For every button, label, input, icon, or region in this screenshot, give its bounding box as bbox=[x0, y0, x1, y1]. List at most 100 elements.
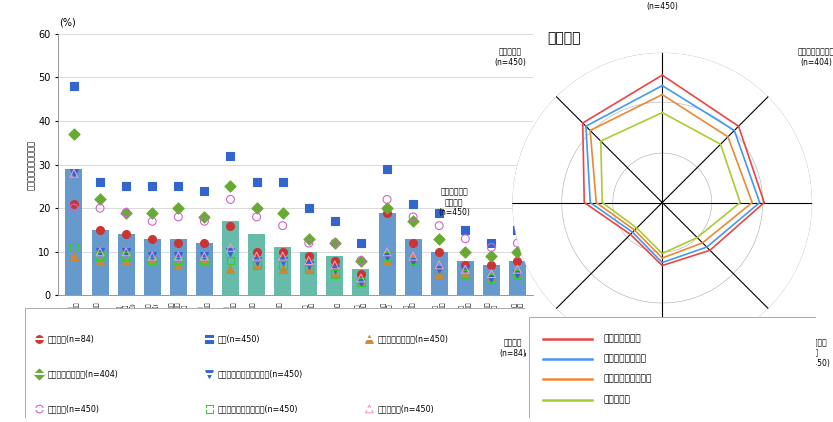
Text: 農林水産
(n=84): 農林水産 (n=84) bbox=[500, 338, 526, 358]
Point bbox=[93, 249, 107, 255]
Point bbox=[485, 262, 498, 268]
Point bbox=[302, 240, 316, 246]
Bar bbox=[509, 260, 526, 295]
Point bbox=[276, 262, 289, 268]
Point bbox=[67, 205, 81, 211]
Point bbox=[93, 196, 107, 203]
Text: 商業・卸売・小売
(n=404): 商業・卸売・小売 (n=404) bbox=[798, 47, 833, 67]
Bar bbox=[378, 213, 396, 295]
Text: 商業・卸売・小売(n=404): 商業・卸売・小売(n=404) bbox=[47, 369, 118, 379]
Point bbox=[197, 240, 211, 246]
Point bbox=[432, 270, 446, 277]
Point bbox=[354, 279, 367, 286]
Point bbox=[172, 205, 185, 211]
Point bbox=[172, 253, 185, 260]
Point bbox=[485, 275, 498, 281]
Text: 農林水産(n=84): 農林水産(n=84) bbox=[47, 334, 94, 343]
Point bbox=[172, 257, 185, 264]
Point bbox=[93, 253, 107, 260]
Point bbox=[67, 244, 81, 251]
Point bbox=[328, 262, 342, 268]
Point bbox=[381, 253, 394, 260]
Bar bbox=[196, 243, 213, 295]
Point bbox=[400, 280, 413, 287]
Point bbox=[354, 279, 367, 286]
Point bbox=[485, 253, 498, 260]
Point bbox=[381, 249, 394, 255]
Point bbox=[459, 270, 472, 277]
Point bbox=[302, 253, 316, 260]
Point bbox=[119, 249, 132, 255]
Point bbox=[93, 179, 107, 185]
Point bbox=[119, 249, 132, 255]
Point bbox=[224, 183, 237, 190]
Text: 社内業務の
ペーパーレス化: 社内業務の ペーパーレス化 bbox=[68, 302, 80, 327]
Point bbox=[197, 253, 211, 260]
Point bbox=[485, 270, 498, 277]
Point bbox=[407, 253, 420, 260]
Point bbox=[172, 240, 185, 246]
Point bbox=[459, 266, 472, 273]
Text: 金融・保険・投資・共済
(n=450): 金融・保険・投資・共済 (n=450) bbox=[636, 395, 688, 414]
Point bbox=[381, 165, 394, 172]
Bar bbox=[248, 234, 265, 295]
Point bbox=[250, 214, 263, 220]
Text: 偏差値化: 偏差値化 bbox=[547, 31, 581, 45]
Point bbox=[146, 257, 159, 264]
Bar bbox=[483, 265, 500, 295]
Point bbox=[67, 170, 81, 177]
Point bbox=[511, 266, 524, 273]
Point bbox=[197, 257, 211, 264]
Bar bbox=[66, 169, 82, 295]
Point bbox=[302, 235, 316, 242]
Text: 業務の海外への
アウトソーシング: 業務の海外への アウトソーシング bbox=[355, 302, 367, 330]
Point bbox=[93, 227, 107, 233]
Point bbox=[459, 270, 472, 277]
Text: 社外における
従業員の自己啓
発の支援: 社外における 従業員の自己啓 発の支援 bbox=[404, 302, 422, 327]
Point bbox=[276, 222, 289, 229]
Point bbox=[354, 270, 367, 277]
Text: からの
派遣: からの 派遣 bbox=[486, 302, 497, 312]
Point bbox=[67, 253, 81, 260]
Point bbox=[146, 235, 159, 242]
Text: 既存の取引関係
の見直し: 既存の取引関係 の見直し bbox=[277, 302, 289, 327]
Point bbox=[250, 262, 263, 268]
Text: 意思決定権限の
分散(権限委譲): 意思決定権限の 分散(権限委譲) bbox=[146, 302, 158, 327]
Point bbox=[67, 170, 81, 177]
Point bbox=[250, 179, 263, 185]
Point bbox=[407, 214, 420, 220]
Point bbox=[354, 257, 367, 264]
Point bbox=[302, 262, 316, 268]
Bar bbox=[274, 247, 292, 295]
Point bbox=[328, 218, 342, 225]
Bar bbox=[92, 230, 108, 295]
Point bbox=[276, 179, 289, 185]
Point bbox=[381, 205, 394, 211]
Bar bbox=[300, 252, 317, 295]
Text: 人材面の対応・投資: 人材面の対応・投資 bbox=[604, 375, 652, 384]
Text: 学校・教育(n=450): 学校・教育(n=450) bbox=[377, 405, 434, 414]
Point bbox=[407, 257, 420, 264]
Point bbox=[224, 249, 237, 255]
Point bbox=[197, 187, 211, 194]
Point bbox=[354, 279, 367, 286]
Point bbox=[67, 200, 81, 207]
Point bbox=[459, 235, 472, 242]
Point bbox=[119, 209, 132, 216]
Text: 組織の
フラット化: 組織の フラット化 bbox=[198, 302, 211, 319]
Point bbox=[485, 240, 498, 246]
Point bbox=[432, 266, 446, 273]
Point bbox=[250, 249, 263, 255]
Point bbox=[119, 183, 132, 190]
Point bbox=[354, 257, 367, 264]
Point bbox=[511, 249, 524, 255]
Point bbox=[511, 240, 524, 246]
Point bbox=[250, 205, 263, 211]
Text: 従業員の社内
研修の充実: 従業員の社内 研修の充実 bbox=[381, 302, 393, 323]
Point bbox=[354, 275, 367, 281]
Point bbox=[276, 266, 289, 273]
Point bbox=[302, 266, 316, 273]
Point bbox=[67, 83, 81, 89]
Point bbox=[224, 222, 237, 229]
Point bbox=[381, 257, 394, 264]
